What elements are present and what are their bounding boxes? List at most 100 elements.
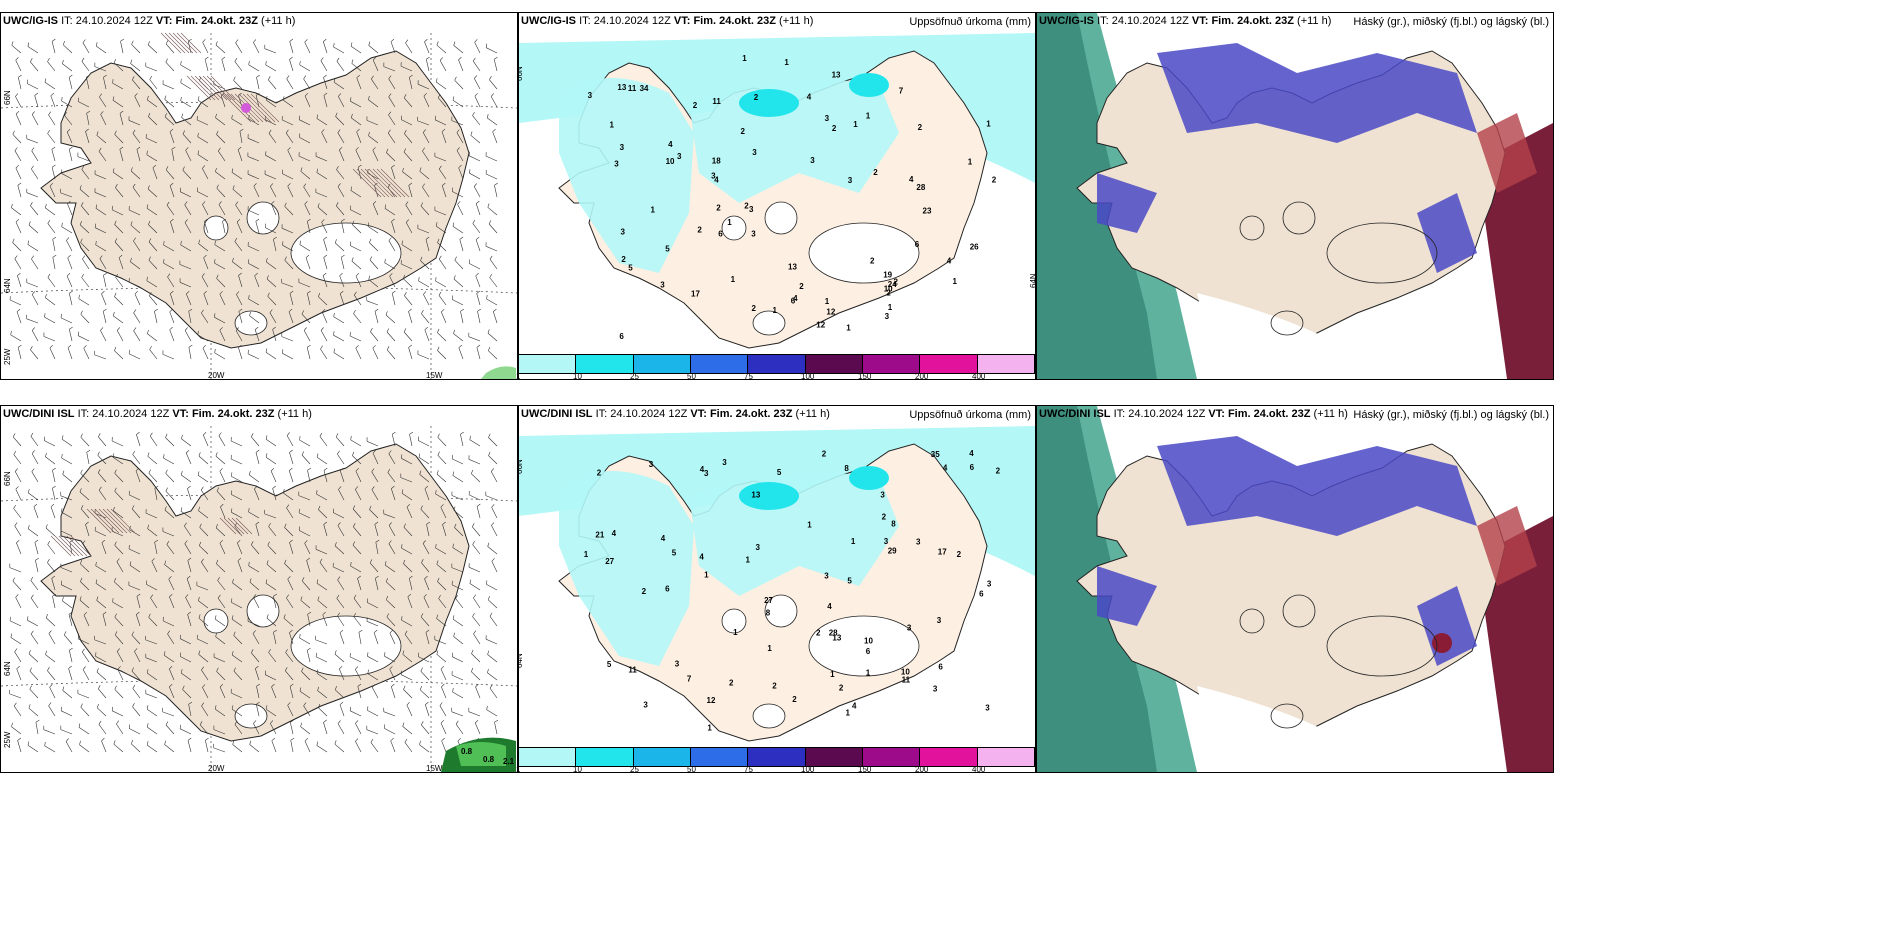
wind-barb [27,46,39,54]
wind-barb [9,567,22,573]
wind-barb [338,489,345,501]
wind-barb [489,79,498,90]
wind-barb [34,95,39,108]
wind-barb-flag [284,256,287,261]
wind-barb [456,132,464,144]
wind-barb-flag [469,579,471,584]
hatch-line [368,168,398,198]
wind-barb [486,709,498,717]
wind-barb-flag [492,128,496,133]
wind-barb [476,506,481,519]
wind-barb [180,656,192,663]
wind-barb [387,132,396,144]
wind-barb-flag [201,666,205,671]
wind-barb [113,510,124,519]
precip-value-label: 5 [777,468,782,477]
wind-barb-flag [265,348,268,353]
colorbar-segment [576,748,634,766]
wind-barb-flag [372,56,377,61]
wind-barb-flag [204,218,208,222]
wind-barb [453,45,464,54]
latitude-gridline [1,286,517,294]
wind-barb [301,313,311,324]
hatch-line [62,535,84,557]
wind-barb [203,434,209,447]
wind-barb-flag [457,201,461,205]
wind-barb [202,347,209,360]
wind-barb-flag [45,524,48,529]
wind-barb [336,598,345,609]
wind-barb [388,525,396,537]
glacier-outline [1270,310,1304,336]
wind-barb-flag [372,147,376,151]
wind-barb [162,354,175,360]
wind-barb [440,722,447,735]
wind-barb [249,581,260,591]
wind-barb [214,262,226,270]
wind-barb [216,671,226,681]
wind-barb-flag [61,508,63,513]
wind-barb [289,452,294,465]
wind-barb [45,654,56,663]
wind-barb-flag [95,561,97,566]
mid-high-cloud-red [1477,506,1537,586]
wind-barb-flag [469,169,471,174]
wind-barb [86,77,90,90]
wind-barb [232,744,243,753]
wind-barb [128,281,141,288]
wind-barb-flag [453,41,456,46]
wind-barb [366,621,379,627]
wind-barb-flag [48,702,52,706]
wind-barb [33,506,39,519]
wind-barb-flag [69,539,74,543]
precip-value-label: 11 [712,97,721,106]
wind-barb [249,744,260,753]
panel-title: UWC/DINI ISL IT: 24.10.2024 12Z VT: Fim.… [1039,408,1348,420]
wind-barb [119,149,124,162]
wind-barb [219,294,226,306]
precip-value-label: 3 [749,205,754,214]
wind-barb [179,264,192,270]
wind-barb [417,120,430,126]
wind-barb-flag [48,630,52,634]
wind-barb-flag [323,719,327,723]
precip-value-label: 2 [752,304,757,313]
wind-barb [180,82,192,90]
wind-barb [130,261,141,270]
wind-barb [472,616,481,627]
wind-barb [133,330,141,342]
wind-barb [424,578,430,591]
wind-barb [234,61,243,72]
wind-barb [30,205,39,216]
wind-barb-flag [95,652,97,657]
wind-barb [451,674,464,681]
wind-value-label: 0.8 [483,755,495,764]
wind-barb-flag [68,74,73,78]
wind-barb-flag [232,257,234,262]
wind-barb [434,210,447,216]
precip-value-label: 1 [830,670,835,679]
wind-barb [403,563,413,573]
wind-barb [406,506,413,519]
wind-barb-flag [181,113,184,118]
wind-barb [388,240,396,252]
precip-value-label: 10 [901,668,910,677]
wind-barb [367,710,379,717]
precip-value-label: 8 [891,520,896,529]
wind-barb-flag [169,326,173,331]
wind-barb-flag [265,705,268,710]
wind-barb-flag [476,290,480,294]
wind-barb-flag [441,737,445,742]
wind-barb [304,543,311,555]
wind-barb-flag [299,436,301,441]
wind-barb [220,95,226,108]
wind-barb [471,473,481,483]
wind-barb-flag [388,540,392,544]
wind-barb [114,296,124,306]
wind-barb [386,616,396,627]
hatch-line [235,517,253,535]
wind-barb [316,118,328,126]
panel-title: UWC/IG-IS IT: 24.10.2024 12Z VT: Fim. 24… [1039,15,1332,27]
wind-barb [290,740,294,753]
wind-barb [165,437,175,447]
